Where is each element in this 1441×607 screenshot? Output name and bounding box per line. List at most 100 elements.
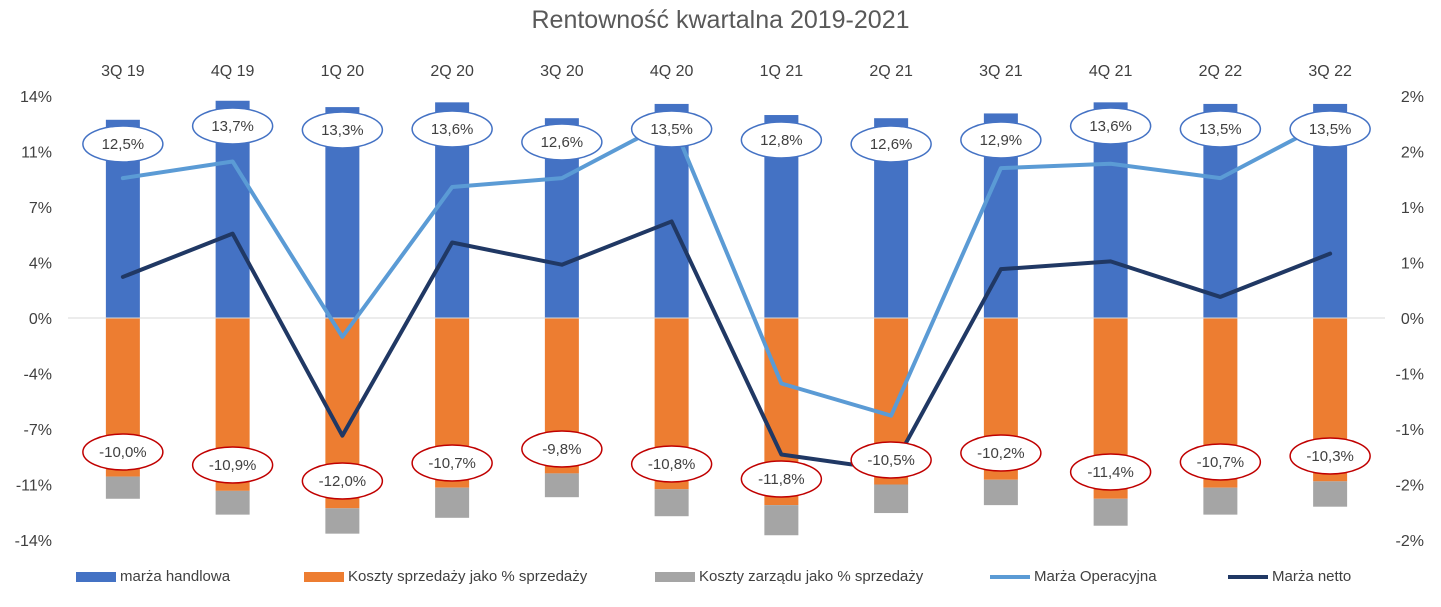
left-axis-tick: 11% (21, 145, 52, 162)
data-label-koszty-sprzedazy: -11,8% (758, 471, 804, 488)
left-axis-tick: 4% (29, 256, 52, 273)
label-bubble-marza (191, 107, 274, 145)
data-label-marza-handlowa: 12,9% (980, 132, 1023, 149)
category-label: 3Q 22 (1308, 63, 1352, 80)
label-bubble-marza (630, 110, 713, 148)
data-label-koszty-sprzedazy: -10,0% (99, 444, 147, 461)
bar-koszty-zarzadu (105, 476, 140, 499)
data-label-koszty-sprzedazy: -12,0% (319, 473, 367, 490)
label-bubble-marza (740, 121, 823, 159)
label-bubble-marza (82, 125, 164, 163)
data-label-marza-handlowa: 13,5% (1309, 121, 1352, 138)
label-bubble-marza (1069, 107, 1152, 145)
label-bubble-sprzedaz (82, 433, 164, 471)
legend-label: Koszty zarządu jako % sprzedaży (699, 568, 924, 585)
label-bubble-sprzedaz (191, 446, 274, 484)
right-axis-tick: 1% (1401, 256, 1424, 273)
label-bubble-marza (521, 123, 603, 161)
category-label: 1Q 20 (321, 63, 365, 80)
bar-koszty-zarzadu (654, 489, 689, 517)
category-label: 2Q 22 (1199, 63, 1243, 80)
legend-label: Marża netto (1272, 568, 1352, 585)
right-axis-tick: -2% (1396, 533, 1424, 550)
label-bubble-sprzedaz (630, 445, 713, 483)
label-bubble-sprzedaz (1179, 443, 1262, 481)
left-axis-tick: 14% (20, 89, 52, 106)
data-label-koszty-sprzedazy: -10,7% (1197, 454, 1245, 471)
category-label: 2Q 21 (869, 63, 913, 80)
data-label-marza-handlowa: 13,3% (321, 122, 364, 139)
data-label-marza-handlowa: 12,6% (541, 134, 584, 151)
chart-plot-area: 12,5% -10,0% 13,7% -10,9% 13,3% -12,0% 13,6% -1… (15, 63, 1424, 550)
category-label: 1Q 21 (760, 63, 804, 80)
bar-koszty-zarzadu (544, 473, 579, 498)
bar-koszty-zarzadu (983, 479, 1018, 506)
legend-item: marża handlowa (76, 568, 230, 585)
label-bubble-sprzedaz (960, 434, 1042, 472)
data-label-koszty-sprzedazy: -10,8% (648, 456, 696, 473)
data-label-marza-handlowa: 12,6% (870, 136, 913, 153)
left-axis-tick: 0% (29, 311, 52, 328)
right-axis-tick: 1% (1401, 200, 1424, 217)
legend-label: Koszty sprzedaży jako % sprzedaży (348, 568, 588, 585)
left-axis-tick: 7% (29, 200, 52, 217)
label-bubble-sprzedaz (740, 460, 823, 498)
label-bubble-marza (411, 110, 493, 148)
line-marza-operacyjna (120, 118, 1333, 418)
legend-swatch (304, 571, 344, 582)
bar-koszty-zarzadu (1093, 498, 1128, 526)
right-axis-tick: 2% (1401, 145, 1424, 162)
right-axis-tick: -1% (1396, 367, 1424, 384)
legend-item: Koszty zarządu jako % sprzedaży (655, 568, 923, 585)
label-bubble-marza (301, 111, 384, 149)
category-label: 4Q 19 (211, 63, 255, 80)
data-label-marza-handlowa: 13,5% (1199, 121, 1242, 138)
bar-koszty-zarzadu (1203, 487, 1238, 515)
legend-swatch (76, 571, 116, 582)
line-marza-netto (120, 219, 1333, 473)
left-axis-tick: -4% (24, 367, 52, 384)
chart-title: Rentowność kwartalna 2019-2021 (531, 6, 910, 34)
label-bubble-sprzedaz (301, 462, 384, 500)
left-axis-tick: -7% (24, 422, 52, 439)
legend-swatch (990, 574, 1030, 579)
category-label: 4Q 20 (650, 63, 694, 80)
data-label-marza-handlowa: 13,6% (1089, 118, 1132, 135)
bar-koszty-zarzadu (874, 484, 909, 514)
category-label: 4Q 21 (1089, 63, 1133, 80)
legend-item: Koszty sprzedaży jako % sprzedaży (304, 568, 587, 585)
label-bubble-marza (960, 121, 1042, 159)
data-label-marza-handlowa: 13,7% (211, 118, 254, 135)
data-label-marza-handlowa: 13,6% (431, 121, 474, 138)
right-axis-tick: 0% (1401, 311, 1424, 328)
legend-label: Marża Operacyjna (1034, 568, 1157, 585)
label-bubble-marza (1289, 110, 1371, 148)
bar-koszty-zarzadu (215, 490, 250, 515)
legend-item: Marża netto (1228, 568, 1351, 585)
label-bubble-marza (1179, 110, 1262, 148)
right-axis-tick: -2% (1396, 478, 1424, 495)
data-labels-group: 12,5% -10,0% 13,7% -10,9% 13,3% -12,0% 13,6% -1… (82, 107, 1371, 500)
bar-koszty-zarzadu (435, 487, 470, 518)
category-label: 2Q 20 (430, 63, 474, 80)
bar-koszty-zarzadu (325, 508, 360, 534)
bar-koszty-zarzadu (764, 505, 799, 536)
bar-koszty-zarzadu (1313, 481, 1348, 507)
label-bubble-sprzedaz (1289, 437, 1371, 475)
label-bubble-sprzedaz (1069, 453, 1152, 491)
right-axis-tick: 2% (1401, 89, 1424, 106)
label-bubble-marza (850, 125, 932, 163)
label-bubble-sprzedaz (521, 430, 603, 468)
data-label-koszty-sprzedazy: -10,5% (867, 452, 915, 469)
ticks-group: 3Q 19 4Q 19 1Q 20 2Q 20 3Q 20 4Q 20 1Q 21 2Q 21… (15, 63, 1424, 550)
category-label: 3Q 20 (540, 63, 584, 80)
label-bubble-sprzedaz (850, 441, 932, 479)
data-label-marza-handlowa: 13,5% (650, 121, 693, 138)
category-label: 3Q 19 (101, 63, 145, 80)
label-bubble-sprzedaz (411, 444, 493, 482)
legend-swatch (1228, 574, 1268, 579)
left-axis-tick: -11% (16, 478, 52, 495)
data-label-koszty-sprzedazy: -10,7% (428, 455, 476, 472)
left-axis-tick: -14% (15, 533, 52, 550)
lines-group (120, 118, 1333, 473)
